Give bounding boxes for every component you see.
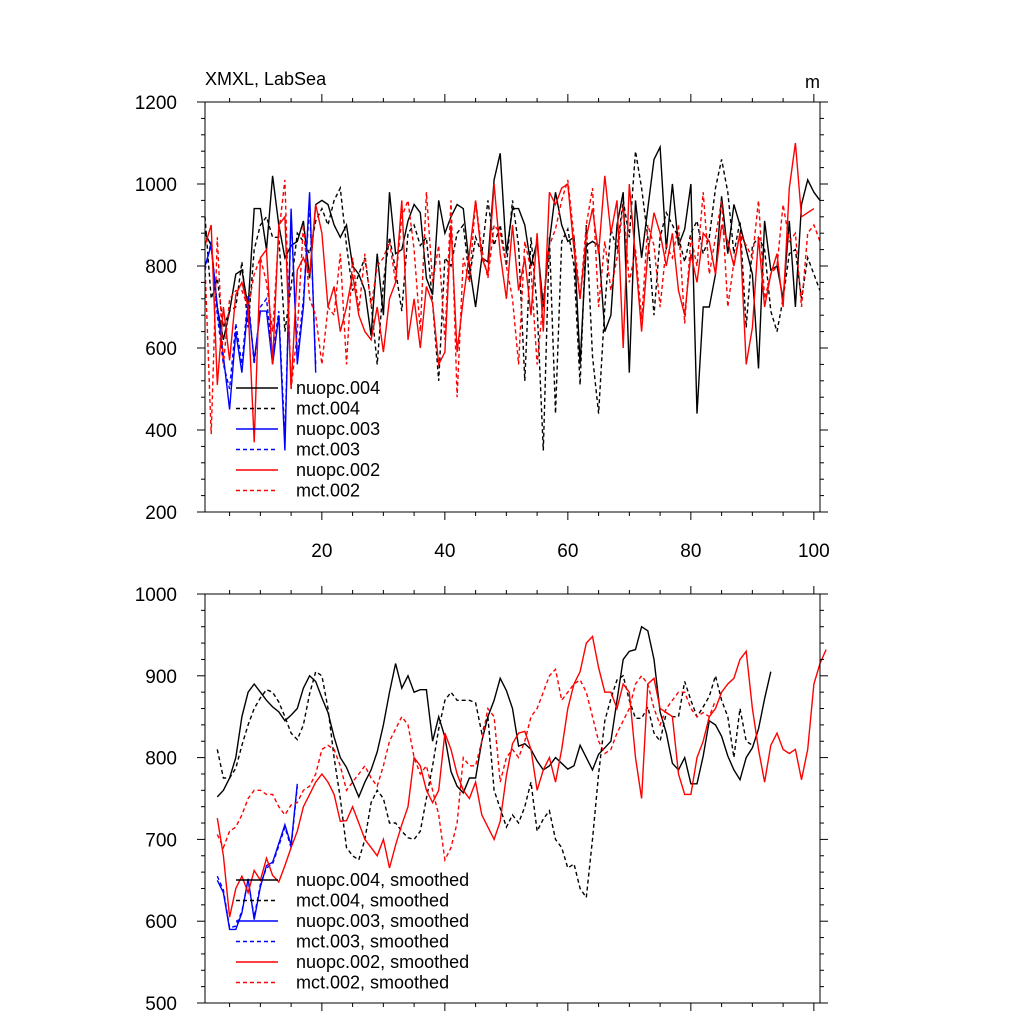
x-tick-label: 80 [680, 541, 701, 562]
series-line-mct-002-smoothed [216, 667, 717, 863]
y-tick-label: 1200 [135, 93, 177, 114]
x-tick-label: 100 [798, 541, 830, 562]
series-line-nuopc-003-smoothed [216, 783, 298, 931]
y-tick-label: 700 [145, 830, 177, 851]
legend-label: mct.002 [296, 481, 360, 501]
y-tick-label: 1000 [135, 585, 177, 606]
y-tick-label: 600 [145, 339, 177, 360]
x-tick-label: 60 [557, 541, 578, 562]
x-tick-label: 40 [434, 541, 455, 562]
bottom-panel: 500 600 700 800 900 1000 nuopc.004, smoo… [135, 585, 828, 1015]
series-line-mct-004-smoothed [216, 670, 753, 900]
legend-label: nuopc.002 [296, 460, 380, 480]
legend-label: mct.004, smoothed [296, 891, 449, 911]
top-x-tick-labels: 20 40 60 80 100 [311, 541, 829, 562]
series-line-mct-003 [204, 204, 317, 439]
legend-label: nuopc.004 [296, 378, 380, 398]
legend-label: mct.002, smoothed [296, 973, 449, 993]
series-line-nuopc-004 [204, 144, 821, 414]
top-y-tick-labels: 200 400 600 800 1000 1200 [135, 93, 177, 524]
legend-label: mct.003, smoothed [296, 932, 449, 952]
top-axis-ticks [197, 94, 828, 520]
series-line-mct-004 [204, 151, 821, 451]
y-tick-label: 200 [145, 503, 177, 524]
y-tick-label: 900 [145, 667, 177, 688]
legend-label: nuopc.002, smoothed [296, 952, 469, 972]
legend-label: nuopc.003 [296, 419, 380, 439]
series-line-nuopc-004-smoothed [216, 625, 772, 799]
units-label: m [805, 72, 820, 92]
y-tick-label: 500 [145, 994, 177, 1015]
series-line-nuopc-002-smoothed [216, 635, 827, 918]
y-tick-label: 600 [145, 912, 177, 933]
y-tick-label: 400 [145, 421, 177, 442]
x-tick-label: 20 [311, 541, 332, 562]
plot-frame [204, 593, 821, 1004]
plot-frame [204, 101, 821, 513]
top-plot-area [204, 142, 821, 451]
top-legend: nuopc.004 mct.004 nuopc.003 mct.003 nuop… [236, 378, 380, 501]
chart-title: XMXL, LabSea [205, 69, 327, 89]
y-tick-label: 800 [145, 257, 177, 278]
legend-label: nuopc.003, smoothed [296, 911, 469, 931]
legend-label: mct.003 [296, 440, 360, 460]
top-panel: XMXL, LabSea m 200 400 600 800 1000 1200… [135, 69, 830, 562]
bottom-legend: nuopc.004, smoothed mct.004, smoothed nu… [236, 870, 469, 993]
legend-label: mct.004 [296, 399, 360, 419]
y-tick-label: 800 [145, 749, 177, 770]
legend-label: nuopc.004, smoothed [296, 870, 469, 890]
bottom-y-tick-labels: 500 600 700 800 900 1000 [135, 585, 177, 1015]
y-tick-label: 1000 [135, 175, 177, 196]
bottom-axis-ticks [197, 586, 828, 1011]
series-line-mct-002 [204, 179, 821, 435]
